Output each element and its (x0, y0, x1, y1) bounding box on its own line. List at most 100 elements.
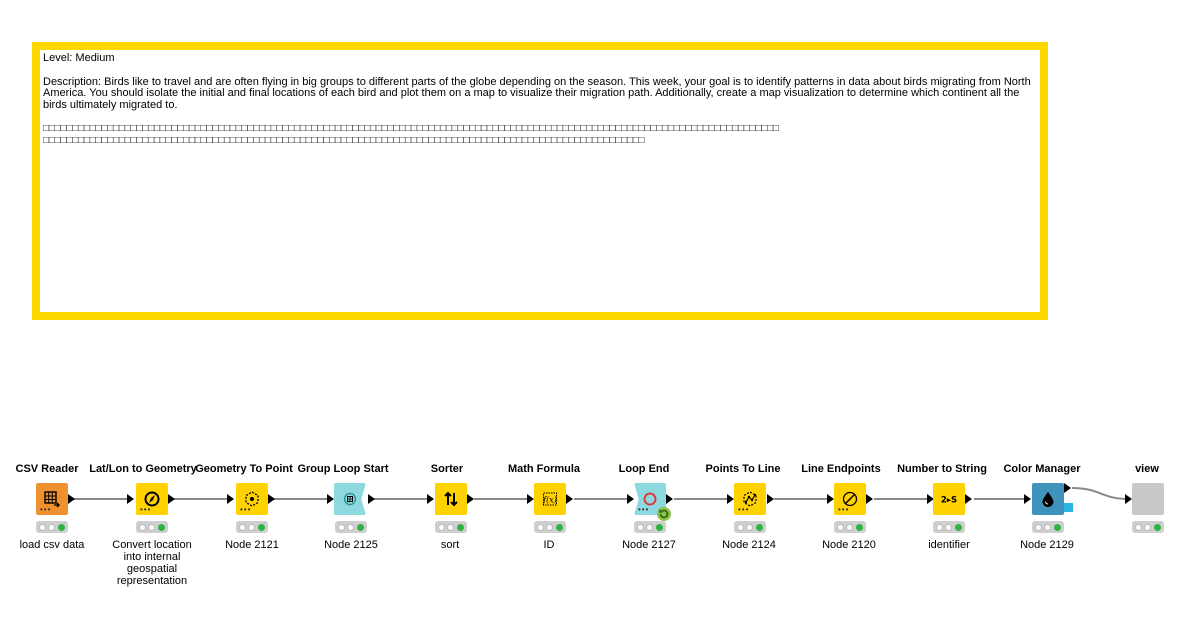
output-port[interactable] (368, 494, 375, 504)
node-configured-dots: ••• (838, 505, 850, 514)
color-drop-icon (1042, 492, 1054, 507)
input-port[interactable] (1024, 494, 1031, 504)
output-port[interactable] (866, 494, 873, 504)
node-math-formula[interactable]: f(x) (534, 483, 566, 515)
node-geometry-to-point[interactable]: ••• (236, 483, 268, 515)
node-status-indicator (1132, 521, 1164, 533)
svg-text:2▸S: 2▸S (941, 496, 957, 506)
node-label-color-manager[interactable]: Node 2129 (1020, 539, 1074, 551)
table-icon (44, 491, 60, 508)
node-label-group-loop-start[interactable]: Node 2125 (324, 539, 378, 551)
compass-icon (144, 491, 160, 507)
node-label-geometry-to-point[interactable]: Node 2121 (225, 539, 279, 551)
connection (474, 498, 530, 500)
node-title-line-endpoints: Line Endpoints (801, 463, 881, 475)
formula-icon: f(x) (542, 492, 557, 506)
input-port[interactable] (627, 494, 634, 504)
workflow-annotation[interactable]: Level: Medium Description: Birds like to… (32, 42, 1048, 320)
node-color-manager[interactable] (1032, 483, 1064, 515)
node-status-indicator (834, 521, 866, 533)
connection (774, 498, 830, 500)
annotation-description: Description: Birds like to travel and ar… (43, 75, 1031, 111)
node-configured-dots: ••• (40, 505, 52, 514)
input-port[interactable] (427, 494, 434, 504)
node-status-indicator (534, 521, 566, 533)
annotation-level: Level: Medium (43, 52, 115, 64)
input-port[interactable] (327, 494, 334, 504)
node-label-line-endpoints[interactable]: Node 2120 (822, 539, 876, 551)
connection-curve (1072, 487, 1129, 500)
input-port[interactable] (727, 494, 734, 504)
svg-text:f(x): f(x) (542, 496, 557, 505)
connection (874, 498, 930, 500)
sort-icon (444, 491, 458, 507)
connection (174, 498, 230, 500)
point-icon (245, 491, 259, 507)
number-string-icon: 2▸S (941, 496, 957, 506)
node-title-loop-end: Loop End (618, 463, 670, 475)
points-line-icon (743, 491, 757, 507)
node-label-latlon-geometry[interactable]: Convert location into internal geospatia… (112, 539, 192, 587)
node-title-group-loop-start: Group Loop Start (297, 463, 389, 475)
node-title-number-to-string: Number to String (897, 463, 987, 475)
output-port[interactable] (965, 494, 972, 504)
node-line-endpoints[interactable]: ••• (834, 483, 866, 515)
connection (74, 498, 130, 500)
node-label-sorter[interactable]: sort (440, 539, 460, 551)
node-title-sorter: Sorter (430, 463, 464, 475)
output-port[interactable] (767, 494, 774, 504)
node-label-points-to-line[interactable]: Node 2124 (722, 539, 776, 551)
node-status-indicator (734, 521, 766, 533)
node-configured-dots: ••• (240, 505, 252, 514)
output-port[interactable] (168, 494, 175, 504)
output-port[interactable] (268, 494, 275, 504)
input-port[interactable] (527, 494, 534, 504)
node-title-csv-reader: CSV Reader (15, 463, 79, 475)
node-status-indicator (435, 521, 467, 533)
node-points-to-line[interactable]: ••• (734, 483, 766, 515)
node-number-to-string[interactable]: 2▸S (933, 483, 965, 515)
connection (974, 498, 1030, 500)
node-configured-dots: ••• (738, 505, 750, 514)
node-status-indicator (136, 521, 168, 533)
output-port[interactable] (68, 494, 75, 504)
output-port[interactable] (666, 494, 673, 504)
connection (374, 498, 430, 500)
loop-end-icon (643, 492, 657, 506)
input-port[interactable] (927, 494, 934, 504)
output-port[interactable] (1064, 483, 1071, 493)
node-view-component[interactable] (1132, 483, 1164, 515)
input-port[interactable] (1125, 494, 1132, 504)
color-model-port[interactable] (1064, 503, 1073, 512)
node-label-math-formula[interactable]: ID (543, 539, 555, 551)
input-port[interactable] (227, 494, 234, 504)
node-title-view: view (1135, 463, 1159, 475)
node-status-indicator (36, 521, 68, 533)
input-port[interactable] (127, 494, 134, 504)
node-label-csv-reader[interactable]: load csv data (19, 539, 85, 551)
node-status-indicator (236, 521, 268, 533)
output-port[interactable] (467, 494, 474, 504)
connection (674, 498, 730, 500)
node-status-indicator (933, 521, 965, 533)
line-endpoints-icon (842, 491, 858, 507)
node-csv-reader[interactable]: ••• (36, 483, 68, 515)
node-group-loop-start[interactable] (334, 483, 366, 515)
input-port[interactable] (827, 494, 834, 504)
loop-start-icon (343, 492, 357, 506)
node-title-latlon-geometry: Lat/Lon to Geometry (89, 463, 197, 475)
output-port[interactable] (566, 494, 573, 504)
node-configured-dots: ••• (140, 505, 152, 514)
node-title-points-to-line: Points To Line (705, 463, 781, 475)
node-latlon-to-geometry[interactable]: ••• (136, 483, 168, 515)
annotation-unrendered-text-line-2: □□□□□□□□□□□□□□□□□□□□□□□□□□□□□□□□□□□□□□□□… (43, 135, 645, 146)
loop-refresh-icon (657, 507, 671, 521)
node-status-indicator (1032, 521, 1064, 533)
node-label-number-to-string[interactable]: identifier (928, 539, 970, 551)
connection (274, 498, 330, 500)
node-status-indicator (335, 521, 367, 533)
node-sorter[interactable] (435, 483, 467, 515)
node-label-loop-end[interactable]: Node 2127 (622, 539, 676, 551)
node-status-indicator (634, 521, 666, 533)
connection (574, 498, 630, 500)
